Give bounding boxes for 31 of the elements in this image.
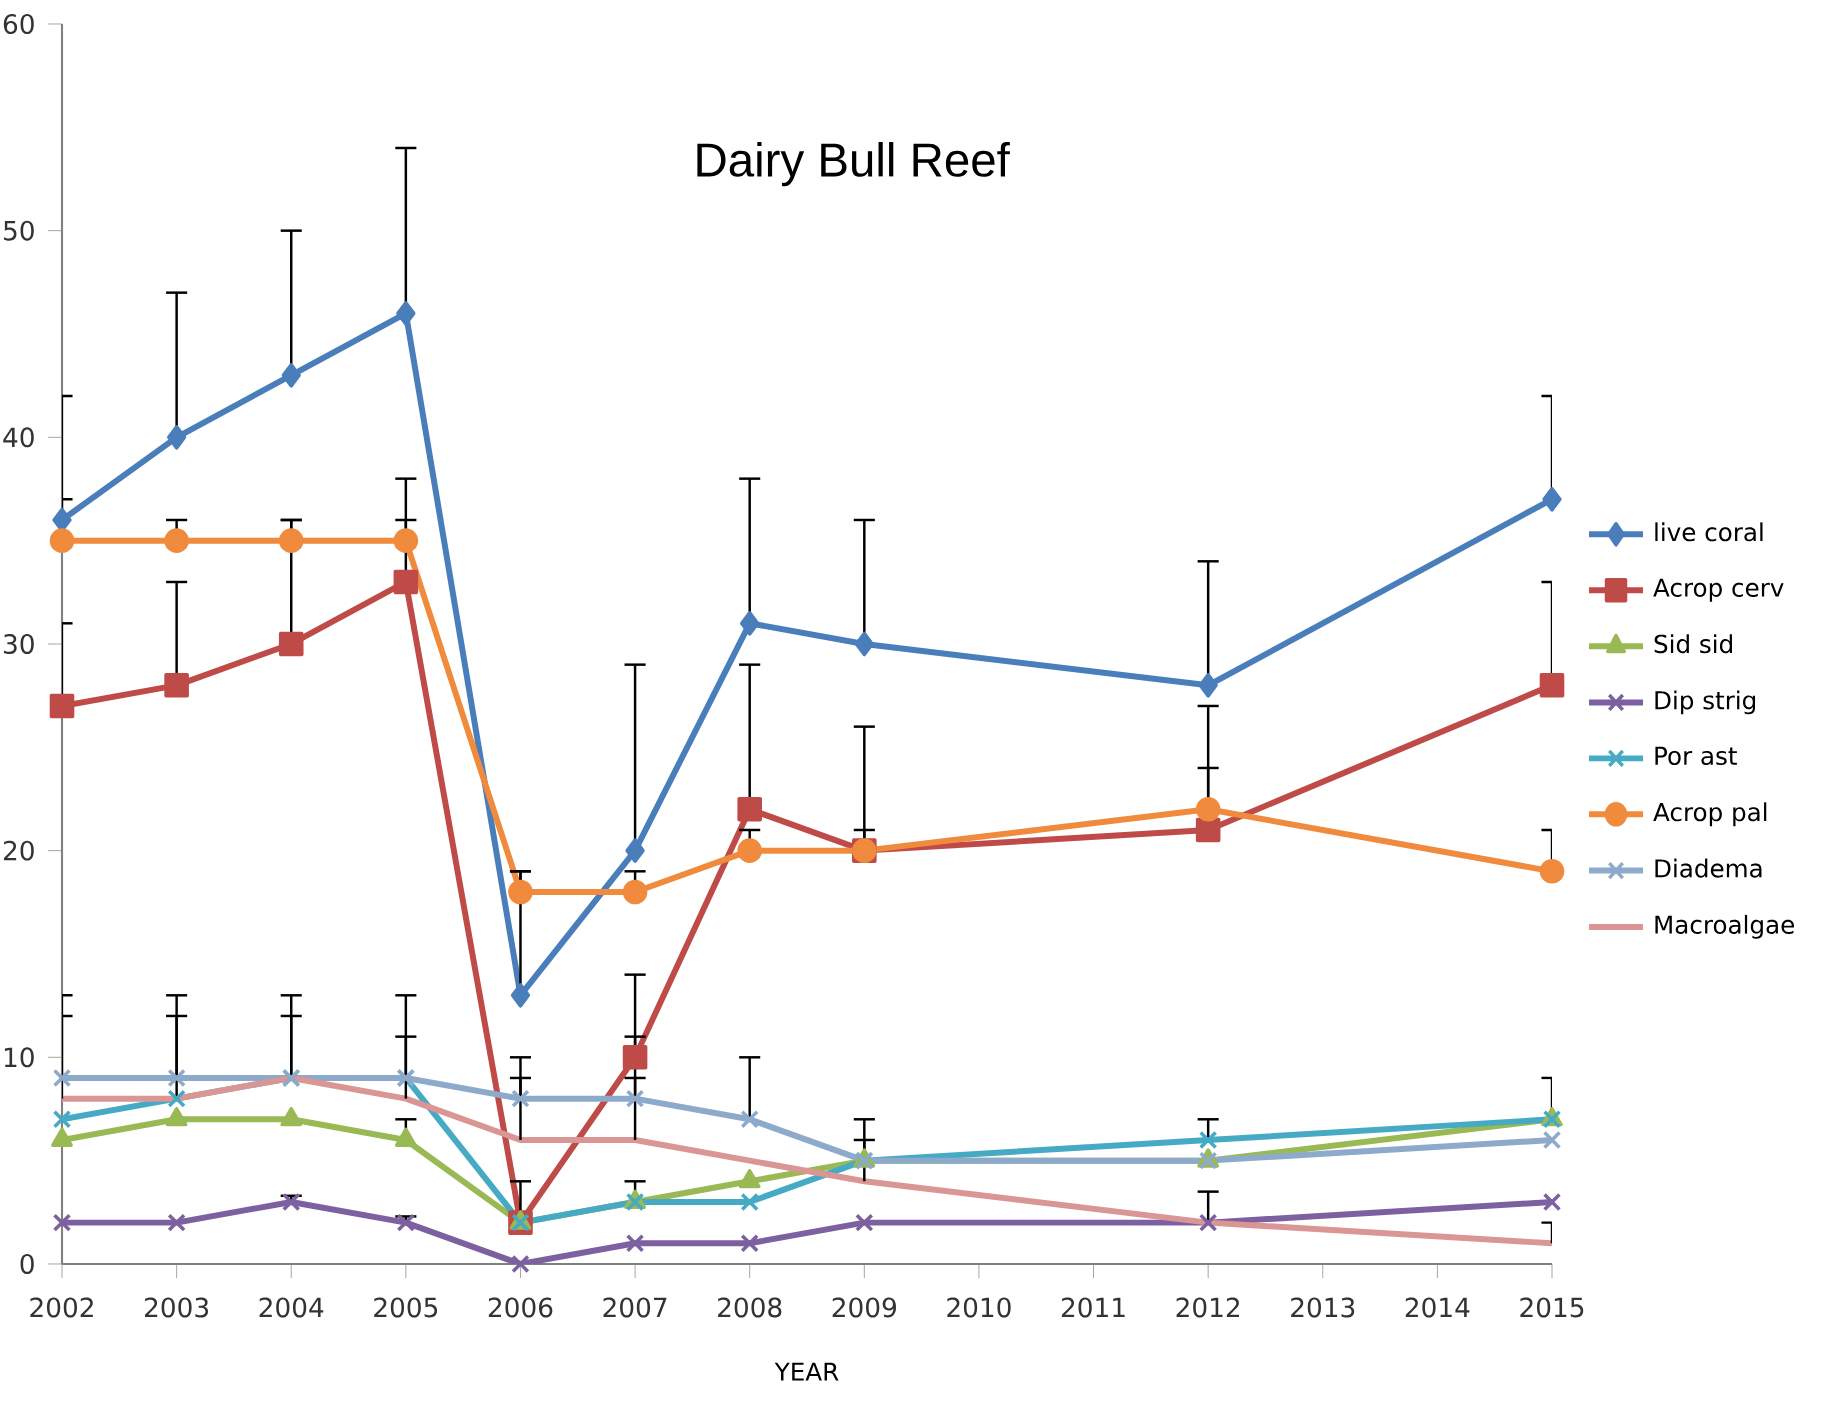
x-tick-label: 2012 (1176, 1297, 1240, 1318)
x-tick-label: 2013 (1291, 1297, 1355, 1318)
x-tick-label: 2009 (832, 1297, 896, 1318)
legend-label: Acrop cerv (1653, 578, 1784, 602)
y-tick-label: 50 (4, 220, 34, 241)
y-tick-label: 10 (4, 1047, 34, 1068)
x-tick-label: 2005 (374, 1297, 438, 1318)
y-tick-label: 60 (3, 14, 34, 34)
legend-label: live coral (1655, 522, 1763, 542)
legend-label: Sid sid (1654, 634, 1732, 654)
x-tick-label: 2010 (947, 1297, 1011, 1318)
y-tick-label: 20 (3, 840, 34, 861)
x-tick-label: 2006 (488, 1297, 553, 1318)
legend-label: Acrop pal (1653, 802, 1767, 827)
legend-label: Macroalgae (1655, 914, 1794, 939)
x-tick-label: 2011 (1061, 1297, 1125, 1318)
x-tick-label: 2015 (1520, 1297, 1584, 1318)
x-tick-label: 2007 (603, 1297, 667, 1318)
legend-label: Por ast (1655, 746, 1737, 766)
text: Dairy Bull Reef (697, 142, 1010, 187)
y-tick-label: 40 (3, 427, 34, 448)
y-tick-label: 0 (20, 1254, 34, 1274)
x-tick-label: 2004 (259, 1297, 324, 1318)
legend-label: Diadema (1655, 858, 1762, 878)
x-tick-label: 2008 (718, 1297, 782, 1318)
x-tick-label: 2002 (30, 1297, 93, 1318)
legend-label: Dip strig (1655, 690, 1756, 715)
x-axis-title: YEAR (774, 1362, 839, 1381)
x-tick-label: 2003 (145, 1297, 209, 1318)
y-tick-label: 30 (4, 634, 34, 654)
x-tick-label: 2014 (1405, 1297, 1470, 1318)
